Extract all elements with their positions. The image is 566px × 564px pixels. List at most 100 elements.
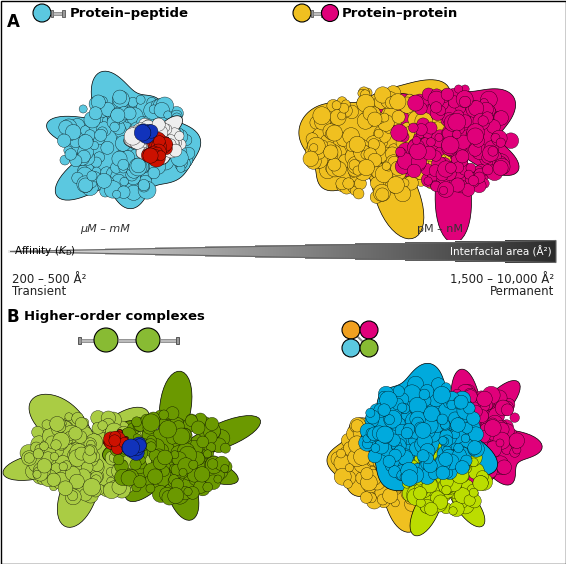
Circle shape (496, 401, 509, 413)
Circle shape (409, 143, 426, 160)
Circle shape (106, 107, 123, 123)
Circle shape (463, 446, 480, 464)
Circle shape (381, 420, 398, 437)
Circle shape (443, 461, 460, 479)
Circle shape (170, 134, 179, 143)
Circle shape (59, 120, 73, 135)
Circle shape (351, 420, 363, 432)
Circle shape (117, 468, 135, 485)
Circle shape (451, 430, 460, 439)
Circle shape (184, 489, 194, 499)
Circle shape (441, 139, 458, 156)
Circle shape (458, 162, 471, 175)
Circle shape (380, 431, 392, 444)
Circle shape (55, 467, 71, 483)
Circle shape (329, 159, 344, 174)
Circle shape (78, 134, 93, 149)
Circle shape (103, 482, 120, 499)
Circle shape (315, 111, 332, 128)
Circle shape (468, 443, 479, 455)
Circle shape (440, 160, 451, 171)
Circle shape (454, 443, 463, 453)
Circle shape (150, 132, 166, 148)
Circle shape (384, 415, 395, 425)
Circle shape (408, 95, 424, 111)
Circle shape (448, 443, 463, 458)
Circle shape (109, 434, 119, 446)
Circle shape (42, 428, 59, 444)
Circle shape (359, 434, 368, 443)
Circle shape (116, 137, 129, 151)
Circle shape (148, 127, 162, 142)
Circle shape (354, 448, 371, 465)
Circle shape (170, 472, 180, 481)
Circle shape (110, 443, 119, 451)
Circle shape (401, 486, 417, 501)
Circle shape (83, 450, 96, 464)
Circle shape (382, 162, 391, 170)
Circle shape (65, 148, 76, 160)
Circle shape (152, 147, 168, 163)
Circle shape (179, 434, 191, 447)
Circle shape (101, 141, 114, 155)
Circle shape (466, 412, 480, 425)
Circle shape (408, 467, 423, 483)
Circle shape (74, 431, 87, 443)
Circle shape (384, 107, 398, 121)
Circle shape (421, 439, 439, 456)
Circle shape (488, 146, 498, 156)
Circle shape (410, 428, 422, 439)
Circle shape (415, 112, 433, 130)
Circle shape (57, 428, 75, 445)
Circle shape (148, 469, 163, 484)
Circle shape (62, 461, 71, 470)
Circle shape (118, 159, 129, 170)
Circle shape (402, 447, 417, 462)
Circle shape (151, 136, 161, 146)
Circle shape (447, 443, 464, 460)
Circle shape (431, 127, 444, 140)
Circle shape (462, 183, 475, 196)
Circle shape (459, 96, 473, 110)
Circle shape (427, 138, 435, 147)
Circle shape (141, 120, 156, 135)
Circle shape (151, 144, 166, 160)
Circle shape (440, 503, 452, 514)
Circle shape (421, 173, 436, 187)
Circle shape (110, 431, 126, 447)
Circle shape (170, 464, 178, 473)
Circle shape (453, 122, 465, 135)
Circle shape (483, 400, 493, 410)
Circle shape (462, 418, 480, 437)
Circle shape (477, 399, 490, 412)
Circle shape (127, 160, 138, 171)
Circle shape (418, 484, 429, 495)
Circle shape (484, 465, 498, 478)
Circle shape (139, 116, 155, 133)
Circle shape (448, 479, 458, 489)
Circle shape (494, 158, 510, 175)
Circle shape (363, 142, 371, 150)
Circle shape (169, 474, 179, 484)
Circle shape (133, 434, 142, 442)
Circle shape (407, 491, 419, 503)
Circle shape (130, 134, 145, 149)
Bar (312, 11, 320, 15)
Circle shape (159, 466, 169, 477)
Circle shape (407, 483, 417, 493)
Circle shape (466, 101, 483, 117)
Circle shape (468, 441, 484, 457)
Circle shape (80, 126, 90, 135)
Circle shape (362, 439, 372, 449)
Circle shape (84, 112, 100, 128)
Circle shape (151, 137, 163, 149)
Circle shape (443, 394, 452, 404)
Circle shape (401, 445, 416, 460)
Circle shape (119, 135, 131, 148)
Circle shape (113, 90, 127, 104)
Circle shape (490, 158, 501, 170)
Circle shape (408, 446, 417, 456)
Circle shape (115, 135, 131, 151)
Circle shape (361, 425, 370, 434)
Circle shape (143, 124, 156, 136)
